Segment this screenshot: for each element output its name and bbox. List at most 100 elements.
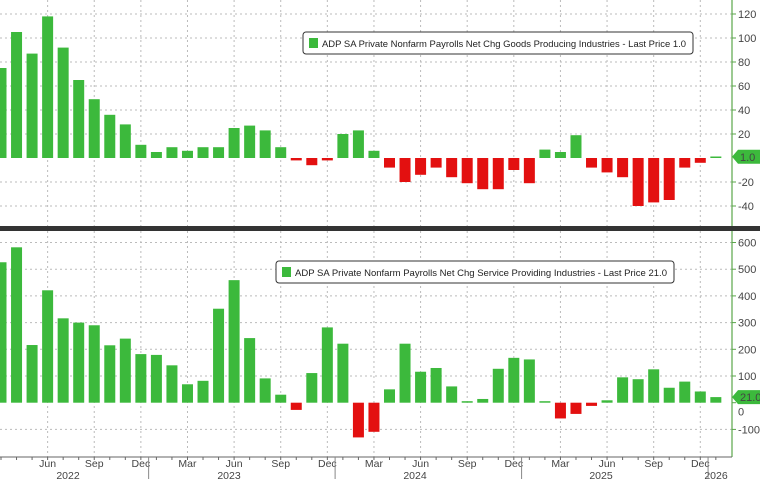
bar bbox=[554, 402, 566, 419]
x-year-label: 2025 bbox=[589, 470, 613, 479]
bar bbox=[368, 402, 380, 432]
bar bbox=[166, 365, 178, 403]
bar bbox=[477, 158, 489, 190]
bar bbox=[259, 378, 271, 403]
bar bbox=[57, 47, 69, 158]
bar bbox=[26, 345, 38, 403]
last-price-tag bbox=[732, 390, 760, 405]
bar bbox=[73, 322, 85, 403]
bar bbox=[337, 134, 349, 158]
bar bbox=[399, 343, 411, 403]
legend-swatch bbox=[282, 267, 291, 277]
bar bbox=[539, 401, 551, 403]
bar bbox=[197, 380, 209, 403]
bar bbox=[290, 402, 302, 410]
bar bbox=[104, 114, 116, 158]
bar bbox=[197, 147, 209, 158]
y-tick-label: 600 bbox=[738, 238, 756, 250]
bar bbox=[663, 387, 675, 403]
x-month-label: Mar bbox=[551, 458, 570, 470]
bar bbox=[663, 158, 675, 200]
bar bbox=[135, 354, 147, 403]
bar bbox=[275, 147, 287, 158]
bar bbox=[539, 149, 551, 158]
bar bbox=[119, 124, 131, 158]
x-month-label: Jun bbox=[412, 458, 429, 470]
bar bbox=[694, 391, 706, 403]
y-tick-label: 300 bbox=[738, 318, 756, 330]
bar bbox=[228, 128, 240, 158]
bar bbox=[11, 247, 23, 403]
x-month-label: Sep bbox=[85, 458, 104, 470]
bar bbox=[42, 16, 54, 159]
bar bbox=[617, 158, 629, 178]
y-tick-label: 200 bbox=[738, 344, 756, 356]
bar bbox=[213, 308, 225, 403]
bar bbox=[352, 402, 364, 438]
legend-box bbox=[275, 260, 675, 284]
bar bbox=[415, 371, 427, 403]
y-tick-label: -20 bbox=[738, 177, 754, 189]
bar bbox=[135, 144, 147, 158]
bar bbox=[181, 150, 193, 158]
bar bbox=[26, 53, 38, 158]
bar bbox=[228, 280, 240, 403]
bar bbox=[321, 158, 333, 161]
bar bbox=[352, 130, 364, 158]
x-year-label: 2023 bbox=[217, 470, 241, 479]
bar bbox=[694, 158, 706, 163]
x-month-label: Dec bbox=[132, 458, 151, 470]
x-month-label: Jun bbox=[226, 458, 243, 470]
y-tick-label: -40 bbox=[738, 201, 754, 213]
y-tick-label: 20 bbox=[738, 129, 750, 141]
bar bbox=[570, 402, 582, 414]
bar bbox=[181, 384, 193, 403]
bar bbox=[88, 325, 100, 403]
x-month-label: Dec bbox=[318, 458, 337, 470]
x-year-label: 2024 bbox=[403, 470, 427, 479]
bar bbox=[430, 158, 442, 168]
y-tick-label: 120 bbox=[738, 9, 756, 21]
bar bbox=[632, 379, 644, 403]
bar bbox=[586, 158, 598, 168]
service-providing-panel: -100 0 100 200 300 400 500 600 21.0 ADP SA Privat… bbox=[0, 231, 760, 457]
bar bbox=[384, 389, 395, 403]
bar bbox=[166, 147, 178, 158]
bar bbox=[384, 158, 395, 168]
bar bbox=[259, 130, 271, 158]
bar bbox=[119, 338, 131, 403]
bar bbox=[492, 368, 504, 403]
y-tick-label: 400 bbox=[738, 291, 756, 303]
x-year-label: 2022 bbox=[56, 470, 80, 479]
bar bbox=[586, 402, 598, 406]
bar bbox=[679, 158, 691, 168]
bar bbox=[104, 345, 116, 403]
bar bbox=[648, 158, 660, 203]
legend-swatch bbox=[309, 38, 318, 48]
bar bbox=[461, 158, 473, 184]
bar bbox=[88, 99, 100, 158]
bar bbox=[0, 262, 7, 403]
bar bbox=[710, 397, 722, 403]
bar bbox=[508, 158, 520, 170]
bar bbox=[11, 32, 23, 158]
bar bbox=[523, 158, 535, 184]
legend-label: ADP SA Private Nonfarm Payrolls Net Chg … bbox=[322, 39, 686, 50]
bar bbox=[306, 373, 318, 403]
bar bbox=[415, 158, 427, 175]
x-month-label: Jun bbox=[39, 458, 56, 470]
bar bbox=[523, 359, 535, 403]
bar bbox=[632, 158, 644, 206]
y-tick-label: 500 bbox=[738, 264, 756, 276]
y-tick-label: 100 bbox=[738, 33, 756, 45]
x-month-label: Dec bbox=[504, 458, 523, 470]
x-month-label: Mar bbox=[178, 458, 197, 470]
bar bbox=[321, 327, 333, 403]
bar bbox=[461, 401, 473, 403]
bar bbox=[275, 394, 287, 403]
bar bbox=[399, 158, 411, 182]
last-price-label: 21.0 bbox=[740, 392, 760, 404]
x-month-label: Jun bbox=[599, 458, 616, 470]
panel-divider bbox=[0, 226, 760, 231]
x-axis: Jun Sep Dec Mar Jun Sep Dec Mar Jun Sep Dec Mar Jun S… bbox=[0, 456, 732, 479]
